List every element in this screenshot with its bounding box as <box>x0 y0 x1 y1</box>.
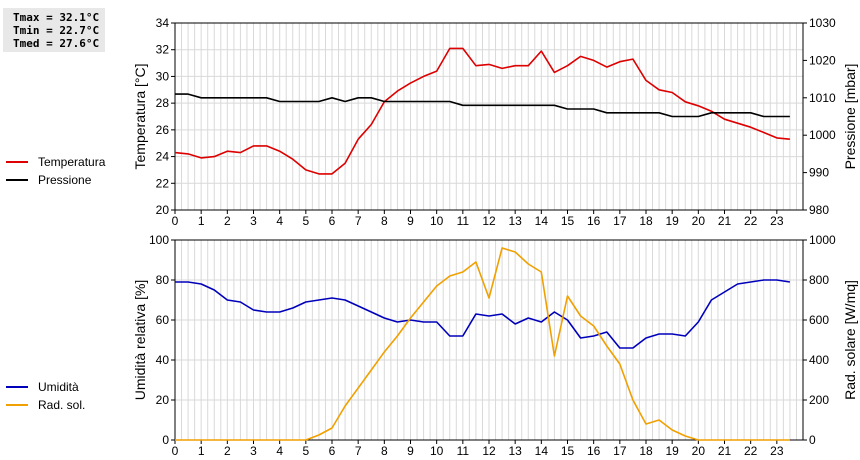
chart1-left-tick-label: 26 <box>156 123 170 137</box>
chart1-x-tick-label: 15 <box>561 214 575 228</box>
chart2-x-tick-label: 20 <box>692 444 706 458</box>
chart1-legend-label-2: Pressione <box>38 173 92 187</box>
chart1-x-tick-label: 20 <box>692 214 706 228</box>
chart2-x-tick-label: 2 <box>224 444 231 458</box>
chart2-x-tick-label: 16 <box>587 444 601 458</box>
chart1-right-tick-label: 1010 <box>809 91 836 105</box>
chart1-x-tick-label: 9 <box>407 214 414 228</box>
chart2-x-tick-label: 17 <box>613 444 627 458</box>
chart1-x-tick-label: 7 <box>355 214 362 228</box>
chart1-left-tick-label: 32 <box>156 43 170 57</box>
chart2-left-axis-label: Umidità relativa [%] <box>132 280 148 401</box>
chart1-right-tick-label: 1000 <box>809 128 836 142</box>
chart2-x-tick-label: 3 <box>250 444 257 458</box>
chart1-x-tick-label: 17 <box>613 214 627 228</box>
tmed-text: Tmed = 27.6°C <box>13 37 100 50</box>
chart1-x-tick-label: 19 <box>665 214 679 228</box>
chart1-left-tick-label: 22 <box>156 176 170 190</box>
chart2-x-tick-label: 11 <box>457 444 470 458</box>
chart2-right-axis-label: Rad. solare [W/mq] <box>842 280 858 400</box>
chart2-x-tick-label: 12 <box>482 444 496 458</box>
chart2-x-tick-label: 10 <box>430 444 444 458</box>
chart1-right-axis-label: Pressione [mbar] <box>842 64 858 170</box>
chart1-left-tick-label: 24 <box>156 150 170 164</box>
chart2-x-tick-label: 22 <box>744 444 758 458</box>
chart1-x-tick-label: 6 <box>329 214 336 228</box>
chart1-x-tick-label: 4 <box>276 214 283 228</box>
chart2-x-tick-label: 21 <box>718 444 732 458</box>
chart1-x-tick-label: 22 <box>744 214 758 228</box>
chart1-right-tick-label: 1020 <box>809 53 836 67</box>
chart1-series-1 <box>174 47 790 175</box>
chart1-x-tick-label: 3 <box>250 214 257 228</box>
chart1-legend-label-1: Temperatura <box>38 155 106 169</box>
chart1-x-tick-label: 13 <box>508 214 522 228</box>
chart1-left-tick-label: 30 <box>156 69 170 83</box>
chart2-right-tick-label: 600 <box>809 313 829 327</box>
chart2-right-tick-label: 200 <box>809 393 829 407</box>
chart2-x-tick-label: 13 <box>508 444 522 458</box>
chart1-series-2 <box>175 93 790 118</box>
chart2-right-tick-label: 1000 <box>809 233 836 247</box>
chart2-x-tick-label: 4 <box>276 444 283 458</box>
chart2-left-tick-label: 40 <box>156 353 170 367</box>
chart1-left-tick-label: 34 <box>156 16 170 30</box>
chart1-right-tick-label: 1030 <box>809 16 836 30</box>
chart2-left-tick-label: 100 <box>149 233 169 247</box>
chart2-x-tick-label: 19 <box>665 444 679 458</box>
chart2-legend-label-1: Umidità <box>38 380 79 394</box>
chart2-x-tick-label: 0 <box>172 444 179 458</box>
chart2-series-2 <box>175 247 790 441</box>
chart2-x-tick-label: 14 <box>535 444 549 458</box>
chart1-x-tick-label: 23 <box>770 214 784 228</box>
chart1-x-tick-label: 8 <box>381 214 388 228</box>
chart2-left-tick-label: 20 <box>156 393 170 407</box>
chart1-right-tick-label: 990 <box>809 166 829 180</box>
chart2-legend-label-2: Rad. sol. <box>38 398 85 412</box>
chart1-x-tick-label: 16 <box>587 214 601 228</box>
chart2-left-tick-label: 80 <box>156 273 170 287</box>
chart1-left-axis-label: Temperatura [°C] <box>132 64 148 170</box>
chart1-x-tick-label: 11 <box>457 214 470 228</box>
chart1-x-tick-label: 10 <box>430 214 444 228</box>
chart1-x-tick-label: 1 <box>198 214 205 228</box>
chart2-right-tick-label: 400 <box>809 353 829 367</box>
chart1-x-tick-label: 21 <box>718 214 732 228</box>
chart2-right-tick-label: 800 <box>809 273 829 287</box>
tmin-text: Tmin = 22.7°C <box>13 24 100 37</box>
chart2-x-tick-label: 18 <box>639 444 653 458</box>
chart2-x-tick-label: 5 <box>302 444 309 458</box>
chart2-series-1 <box>175 279 791 349</box>
chart1-x-tick-label: 2 <box>224 214 231 228</box>
chart2-right-tick-label: 0 <box>809 433 816 447</box>
chart1-x-tick-label: 14 <box>535 214 549 228</box>
chart1-left-tick-label: 28 <box>156 96 170 110</box>
chart2-x-tick-label: 9 <box>407 444 414 458</box>
chart1-right-tick-label: 980 <box>809 203 829 217</box>
chart2-x-tick-label: 7 <box>355 444 362 458</box>
tmax-text: Tmax = 32.1°C <box>13 11 100 24</box>
chart1-x-tick-label: 5 <box>302 214 309 228</box>
chart2-x-tick-label: 6 <box>329 444 336 458</box>
chart1-x-tick-label: 12 <box>482 214 496 228</box>
chart2-left-tick-label: 0 <box>162 433 169 447</box>
chart1-x-tick-label: 18 <box>639 214 653 228</box>
chart2-x-tick-label: 1 <box>198 444 205 458</box>
stats-box: Tmax = 32.1°C Tmin = 22.7°C Tmed = 27.6°… <box>3 8 105 52</box>
chart2-x-tick-label: 15 <box>561 444 575 458</box>
chart1-left-tick-label: 20 <box>156 203 170 217</box>
chart2-x-tick-label: 23 <box>770 444 784 458</box>
chart2-left-tick-label: 60 <box>156 313 170 327</box>
chart1-x-tick-label: 0 <box>172 214 179 228</box>
chart2-x-tick-label: 8 <box>381 444 388 458</box>
